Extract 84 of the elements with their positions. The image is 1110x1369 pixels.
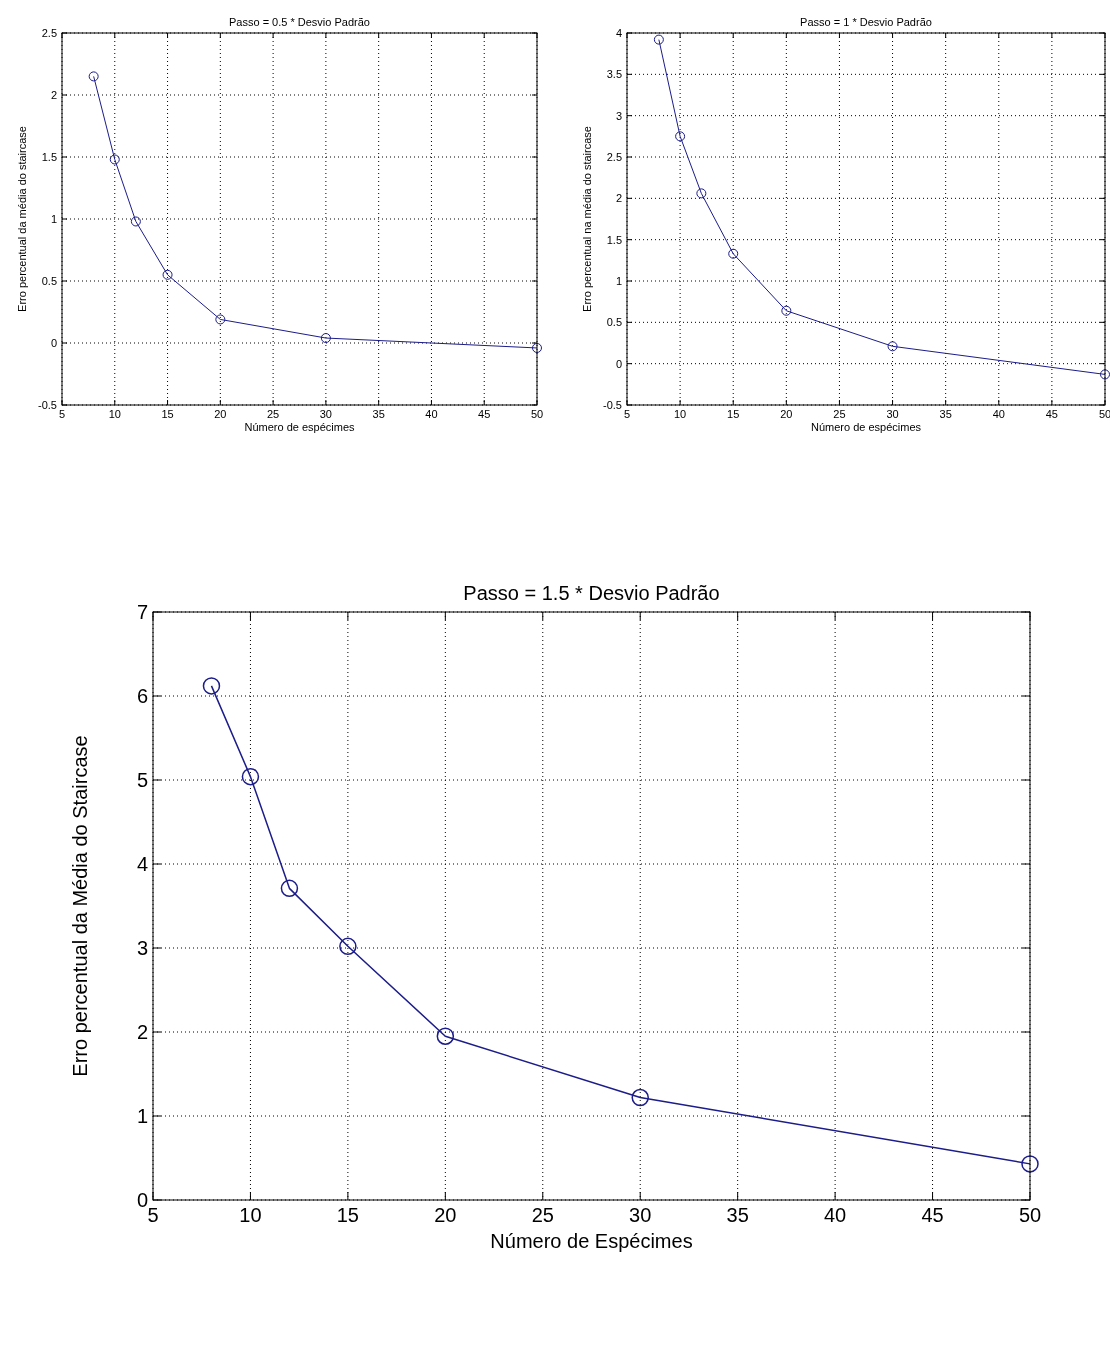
x-tick-label: 10 (673, 408, 687, 420)
point (675, 131, 686, 142)
point (109, 154, 120, 165)
point (280, 879, 299, 898)
x-tick-label: 30 (319, 408, 333, 420)
y-tick-label: 1 (50, 212, 57, 225)
x-tick-label: 25 (531, 1204, 554, 1226)
x-axis-title: Número de Espécimes (490, 1230, 693, 1252)
y-tick-label: 0.5 (606, 316, 622, 329)
point (696, 188, 707, 199)
point (532, 342, 542, 353)
point (631, 1088, 649, 1107)
x-tick-label: 40 (823, 1204, 847, 1226)
x-tick-label: 45 (478, 408, 491, 420)
point (88, 71, 99, 82)
point (130, 216, 141, 227)
y-axis-title: Erro percentual da Média do Staircase (69, 735, 91, 1077)
point (653, 34, 664, 45)
x-tick-label: 15 (727, 408, 740, 420)
x-tick-label: 5 (623, 408, 631, 420)
y-tick-label: 2 (136, 1021, 148, 1043)
x-tick-label: 10 (239, 1204, 262, 1226)
y-tick-label: 3 (615, 109, 622, 122)
y-tick-label: 4 (136, 853, 148, 875)
x-tick-label: 5 (58, 408, 66, 420)
x-tick-label: 25 (833, 408, 846, 420)
x-tick-label: 30 (886, 408, 899, 420)
x-axis-title: Número de espécimes (244, 421, 356, 434)
x-tick-label: 35 (726, 1204, 749, 1226)
chart-title: Passo = 1.5 * Desvio Padrão (463, 582, 720, 604)
y-tick-label: 2 (50, 88, 57, 101)
y-tick-label: 0 (50, 336, 57, 349)
x-tick-label: 20 (214, 408, 227, 420)
x-tick-label: 25 (266, 408, 280, 420)
y-tick-label: 0 (136, 1189, 148, 1211)
point (215, 314, 226, 325)
y-tick-label: 6 (136, 685, 148, 707)
x-tick-label: 50 (530, 408, 544, 420)
x-tick-label: 35 (372, 408, 385, 420)
x-tick-label: 15 (336, 1204, 360, 1226)
y-tick-label: 1.5 (41, 150, 57, 163)
x-tick-label: 45 (921, 1204, 944, 1226)
y-axis-title: Erro percentual na média do staircase (580, 126, 593, 312)
point (1100, 369, 1110, 380)
point (339, 937, 357, 956)
y-tick-label: 3.5 (606, 68, 622, 81)
y-tick-label: 7 (136, 601, 148, 623)
point (887, 341, 898, 352)
x-tick-label: 50 (1098, 408, 1110, 420)
y-tick-label: 2.5 (606, 150, 622, 163)
y-tick-label: 1 (136, 1105, 148, 1127)
chart-title: Passo = 0.5 * Desvio Padrão (229, 16, 370, 29)
x-tick-label: 50 (1018, 1204, 1042, 1226)
x-tick-label: 20 (780, 408, 793, 420)
chart-title: Passo = 1 * Desvio Padrão (800, 16, 932, 29)
point (728, 248, 739, 259)
x-tick-label: 45 (1045, 408, 1059, 420)
y-tick-label: 4 (615, 26, 622, 39)
y-tick-label: 3 (136, 937, 148, 959)
y-tick-label: 5 (136, 769, 148, 791)
y-tick-label: 1.5 (606, 233, 622, 246)
x-axis-title: Número de espécimes (810, 421, 922, 434)
point (781, 305, 792, 316)
x-tick-label: 35 (939, 408, 952, 420)
y-tick-label: 1 (615, 274, 622, 287)
y-tick-label: -0.5 (603, 398, 622, 411)
y-tick-label: 2.5 (41, 26, 57, 39)
x-tick-label: 40 (992, 408, 1005, 420)
point (436, 1027, 455, 1045)
y-tick-label: -0.5 (38, 398, 57, 411)
y-tick-label: 0 (615, 357, 622, 370)
point (162, 269, 173, 280)
point (320, 333, 331, 344)
point (202, 677, 221, 695)
point (241, 767, 260, 786)
x-tick-label: 30 (629, 1204, 652, 1226)
x-tick-label: 10 (108, 408, 121, 420)
x-tick-label: 15 (161, 408, 174, 420)
y-tick-label: 2 (615, 192, 622, 205)
y-axis-title: Erro percentual da média do staircase (15, 126, 28, 312)
y-tick-label: 0.5 (41, 274, 57, 287)
x-tick-label: 20 (434, 1204, 457, 1226)
point (1021, 1155, 1039, 1173)
x-tick-label: 40 (425, 408, 438, 420)
